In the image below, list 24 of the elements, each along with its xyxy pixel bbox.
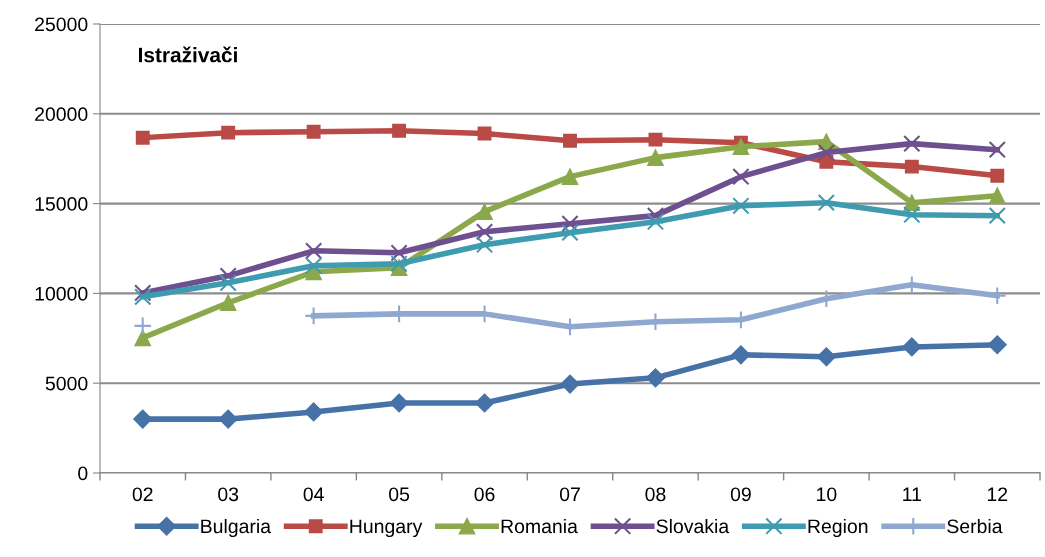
legend-label: Slovakia — [656, 518, 730, 534]
x-tick-label: 04 — [303, 487, 324, 502]
x-tick-label: 09 — [730, 487, 751, 502]
legend-label: Serbia — [947, 518, 1003, 534]
x-tick-label: 05 — [389, 487, 410, 502]
text: Istraživači — [138, 46, 237, 63]
x-tick-label: 11 — [903, 487, 921, 501]
y-tick-label: 25000 — [35, 17, 88, 32]
x-tick-label: 10 — [817, 487, 837, 502]
y-tick-label: 5000 — [45, 376, 88, 391]
y-tick-label: 15000 — [35, 197, 88, 211]
legend-label: Hungary — [350, 519, 423, 538]
x-tick-label: 08 — [645, 487, 666, 502]
x-tick-label: 07 — [559, 487, 580, 502]
y-tick-label: 0 — [78, 466, 88, 481]
x-tick-label: 03 — [218, 487, 239, 502]
x-tick-label: 06 — [474, 487, 495, 502]
legend-label: Romania — [501, 518, 578, 534]
y-tick-label: 10000 — [35, 286, 88, 301]
legend-label: Region — [808, 518, 868, 538]
y-tick-label: 20000 — [35, 107, 88, 122]
x-tick-label: 02 — [132, 487, 153, 502]
legend-label: Bulgaria — [201, 518, 272, 538]
x-tick-label: 12 — [987, 487, 1008, 501]
